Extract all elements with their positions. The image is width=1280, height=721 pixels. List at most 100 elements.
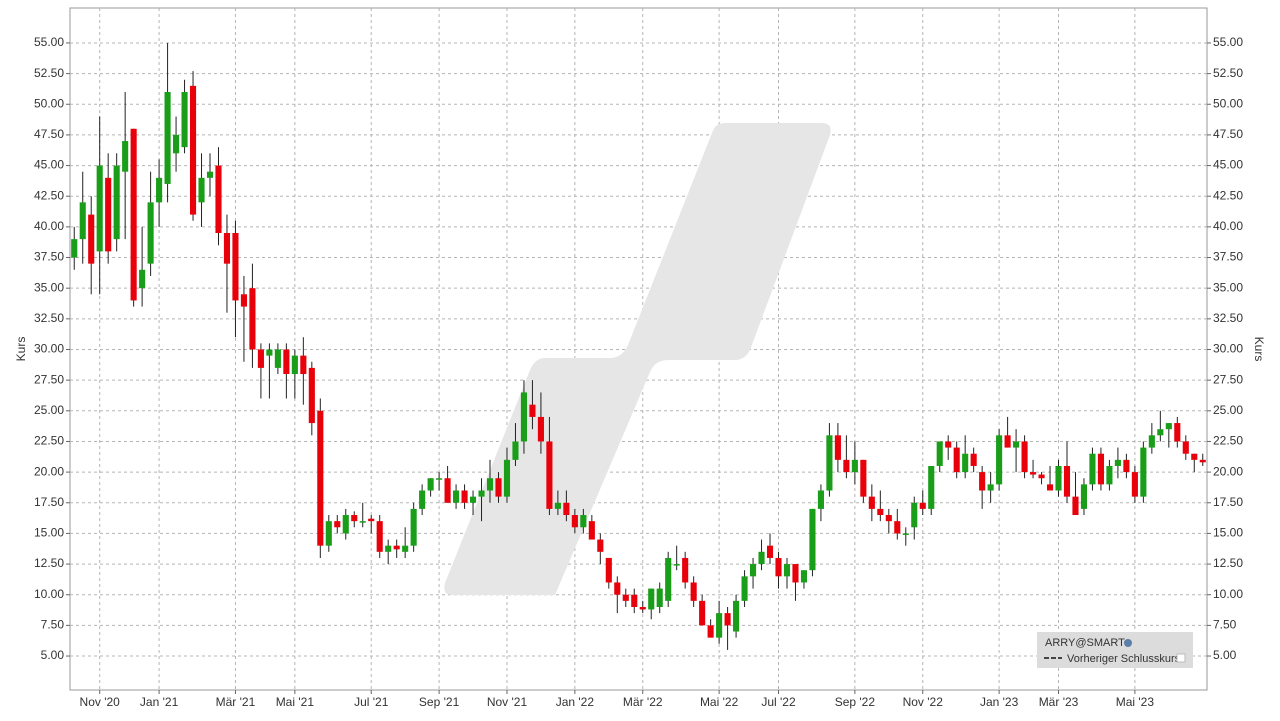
candle-body (783, 564, 791, 577)
candle-body (868, 496, 875, 509)
y2-tick-label: 30.00 (1213, 342, 1243, 356)
candle-body (486, 478, 494, 491)
candle-body (1055, 465, 1062, 491)
candle-body (588, 521, 595, 540)
candle-body (733, 600, 740, 632)
candle-body (537, 416, 544, 442)
y2-tick-label: 5.00 (1213, 648, 1237, 662)
y-tick-label: 37.50 (34, 250, 64, 264)
candle-body (147, 202, 154, 264)
candle-body (860, 459, 867, 497)
candle-body (1038, 474, 1045, 479)
x-tick-label: Mär '23 (1039, 695, 1079, 709)
x-tick-label: Jan '23 (980, 695, 1019, 709)
x-tick-label: Nov '21 (487, 695, 528, 709)
candle-body (631, 594, 638, 607)
candle-body (834, 435, 841, 460)
y-tick-label: 17.50 (34, 495, 64, 509)
candle-body (546, 441, 553, 509)
candle-body (436, 478, 443, 480)
candle-body (597, 539, 604, 552)
candle-body (139, 269, 146, 289)
y2-tick-label: 40.00 (1213, 219, 1243, 233)
legend-icon (1124, 639, 1132, 647)
candle-body (266, 349, 273, 356)
y-tick-label: 10.00 (34, 587, 64, 601)
x-tick-label: Mär '22 (623, 695, 663, 709)
candle-body (469, 496, 477, 503)
candle-body (1191, 453, 1198, 460)
candle-body (453, 490, 460, 503)
candle-body (648, 588, 655, 610)
candle-body (156, 177, 163, 203)
candle-body (817, 490, 824, 509)
x-tick-label: Sep '22 (835, 695, 876, 709)
candle-body (1004, 435, 1011, 448)
candle-body (130, 128, 137, 301)
candle-body (385, 545, 392, 552)
candle-body (410, 508, 417, 546)
y2-tick-label: 52.50 (1213, 66, 1243, 80)
candle-body (902, 533, 909, 535)
candle-body (402, 545, 409, 552)
x-tick-label: Sep '21 (419, 695, 460, 709)
candle-body (189, 85, 197, 215)
candle-body (427, 478, 434, 491)
y-tick-label: 15.00 (34, 526, 64, 540)
candle-body (1072, 496, 1079, 516)
candle-body (1030, 472, 1037, 475)
y2-axis-title: Kurs (1252, 337, 1266, 362)
candle-body (843, 459, 850, 473)
candle-body (164, 91, 171, 184)
candle-body (724, 613, 731, 626)
candle-body (716, 613, 723, 638)
y-tick-label: 22.50 (34, 434, 64, 448)
candle-body (851, 459, 858, 473)
candle-body (826, 435, 833, 491)
candle-body (979, 472, 986, 491)
candle-body (113, 165, 120, 240)
y2-tick-label: 7.50 (1213, 618, 1237, 632)
legend-checkbox[interactable] (1176, 653, 1186, 663)
candle-body (911, 502, 918, 528)
candle-body (809, 508, 816, 571)
candle-body (1013, 441, 1020, 448)
candle-body (461, 490, 468, 503)
y2-tick-label: 47.50 (1213, 127, 1243, 141)
candle-body (1182, 441, 1189, 454)
candle-body (181, 91, 188, 148)
candle-body (308, 367, 315, 424)
candle-body (478, 490, 485, 497)
candle-body (758, 551, 765, 565)
candle-body (334, 521, 341, 528)
candle-body (520, 392, 528, 442)
watermark (444, 123, 831, 595)
y-tick-label: 50.00 (34, 96, 64, 110)
candle-body (393, 545, 400, 550)
y-tick-label: 30.00 (34, 342, 64, 356)
candle-body (368, 518, 375, 522)
candle-body (529, 404, 536, 417)
y-tick-label: 12.50 (34, 556, 64, 570)
y2-tick-label: 25.00 (1213, 403, 1243, 417)
candle-body (580, 515, 587, 528)
candle-body (1157, 429, 1164, 436)
candle-body (512, 441, 519, 460)
candle-body (936, 441, 943, 466)
candle-body (283, 349, 290, 375)
candle-body (953, 447, 960, 473)
candle-body (1123, 459, 1130, 473)
y2-tick-label: 20.00 (1213, 464, 1243, 478)
y-tick-label: 40.00 (34, 219, 64, 233)
candle-body (274, 349, 281, 368)
candle-body (173, 134, 180, 154)
candle-body (359, 521, 366, 523)
candle-body (215, 165, 222, 234)
x-tick-label: Jan '21 (140, 695, 179, 709)
y2-tick-label: 10.00 (1213, 587, 1243, 601)
y-axis-title: Kurs (14, 337, 28, 362)
candle-body (122, 141, 129, 172)
candle-body (877, 508, 884, 516)
